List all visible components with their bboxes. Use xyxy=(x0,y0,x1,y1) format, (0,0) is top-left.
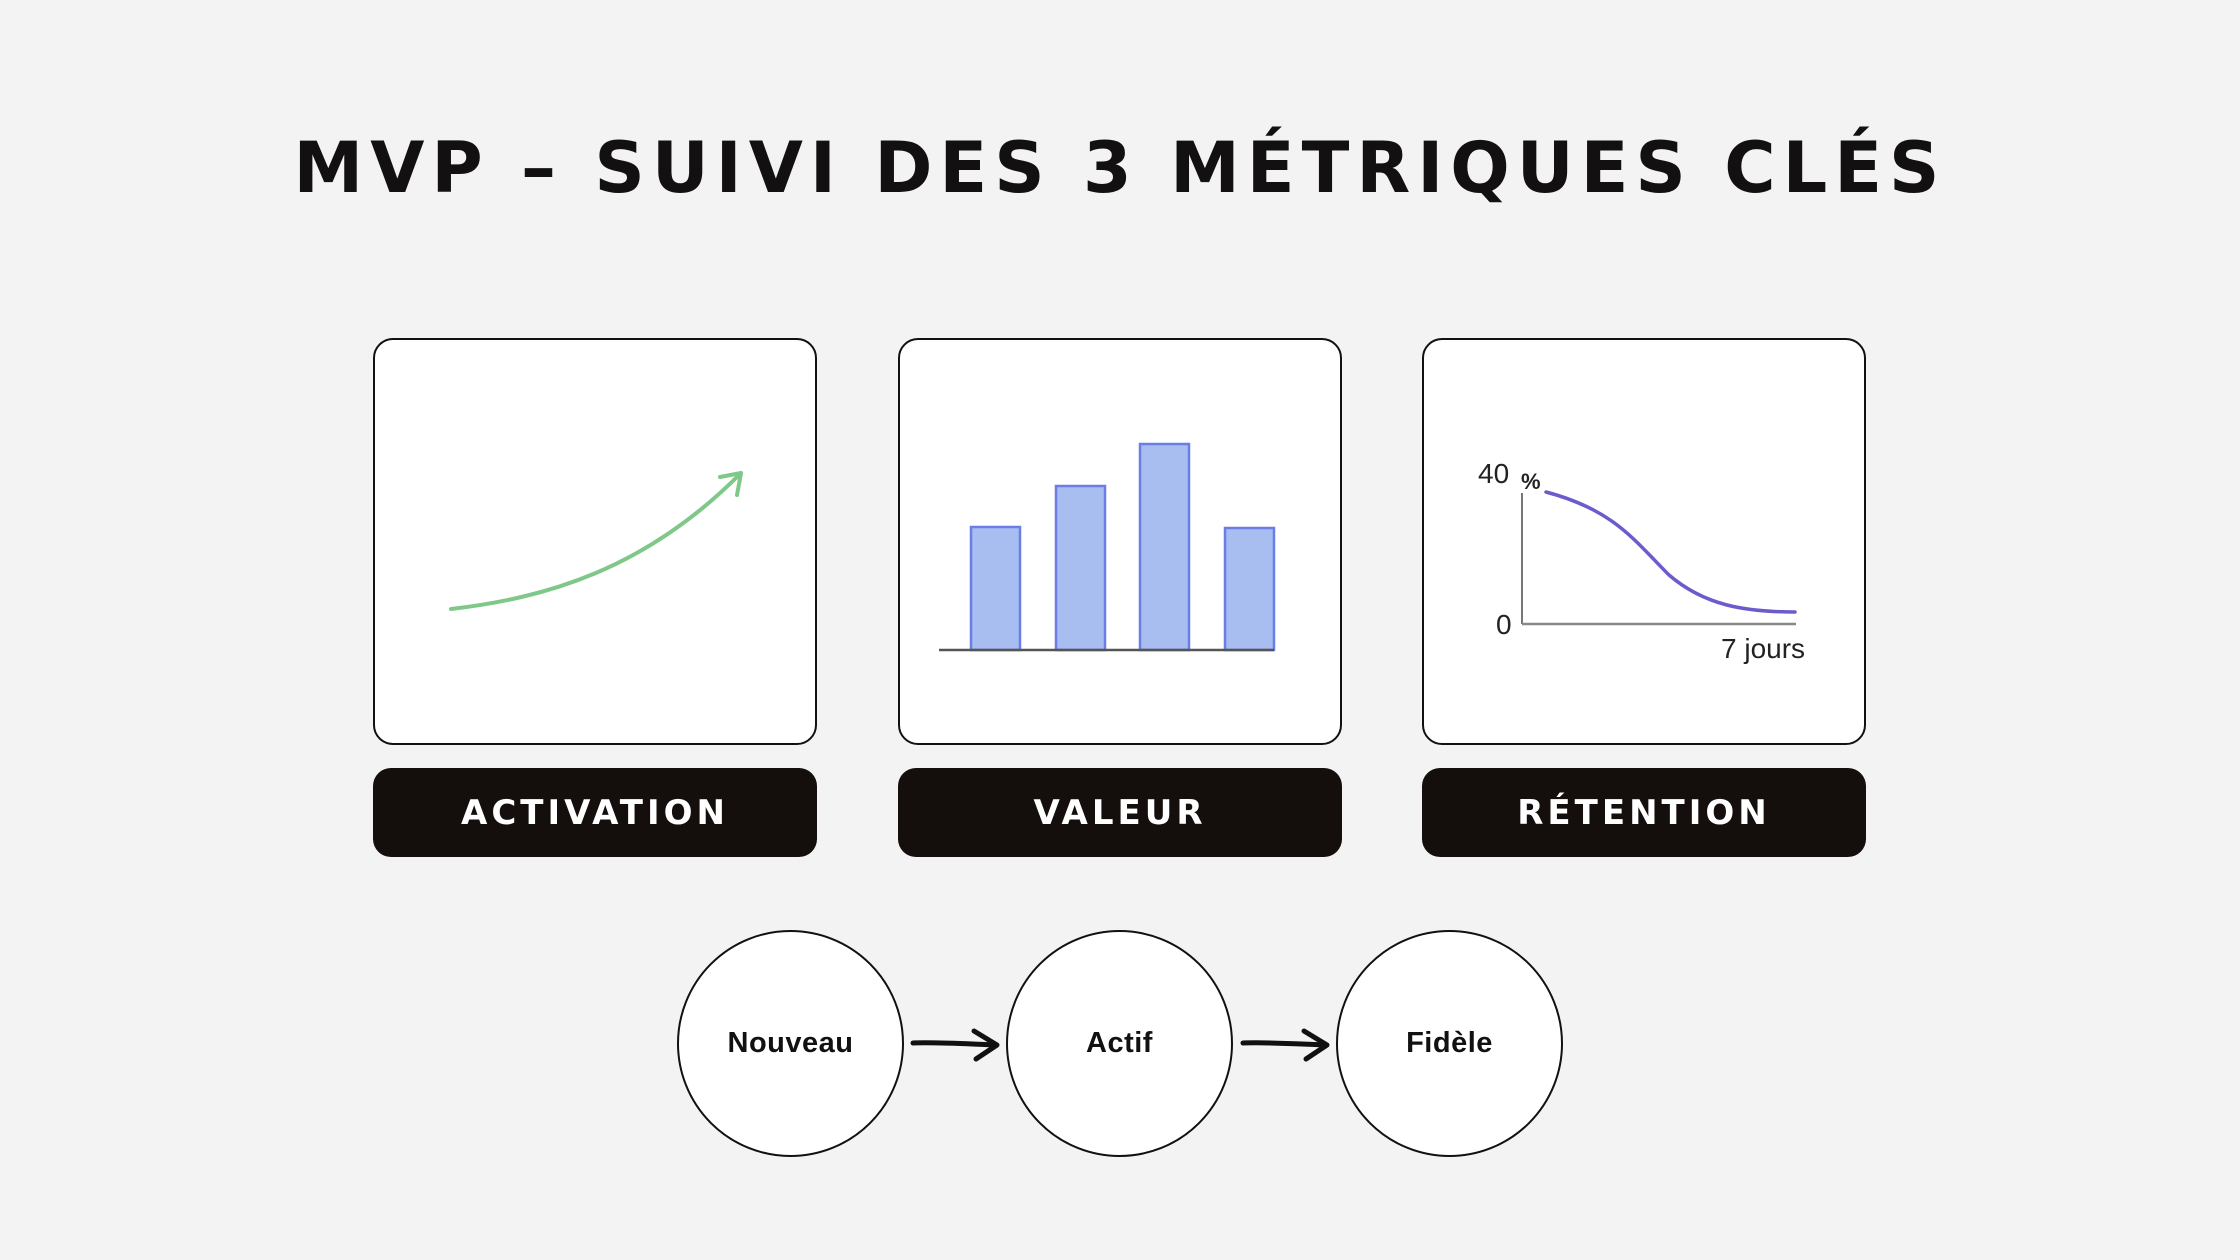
stage-new: Nouveau xyxy=(677,930,904,1157)
value-card xyxy=(898,338,1342,745)
activation-label: ACTIVATION xyxy=(373,768,817,857)
activation-card xyxy=(373,338,817,745)
value-label-text: VALEUR xyxy=(1033,792,1207,833)
bar-2 xyxy=(1054,484,1107,652)
retention-card: 40 % 0 7 jours xyxy=(1422,338,1866,745)
stage-active-label: Actif xyxy=(1086,1027,1153,1059)
retention-curve-icon: 40 % 0 7 jours xyxy=(1478,458,1805,664)
retention-label: RÉTENTION xyxy=(1422,768,1866,857)
bar-4 xyxy=(1223,526,1276,652)
bar-1 xyxy=(969,525,1022,652)
growth-arrow-icon xyxy=(449,471,743,611)
y-axis-unit: % xyxy=(1521,469,1541,494)
stage-loyal-label: Fidèle xyxy=(1406,1027,1493,1059)
page-title: MVP – SUIVI DES 3 MÉTRIQUES CLÉS xyxy=(293,127,1947,209)
y-axis-bottom-label: 0 xyxy=(1496,609,1512,640)
bar-3 xyxy=(1138,442,1191,652)
retention-label-text: RÉTENTION xyxy=(1517,792,1771,833)
activation-label-text: ACTIVATION xyxy=(461,792,729,833)
bar-chart-icon xyxy=(939,442,1276,652)
arrow-right-icon xyxy=(1240,1028,1330,1062)
arrow-right-icon xyxy=(910,1028,1000,1062)
stage-active: Actif xyxy=(1006,930,1233,1157)
x-axis-label: 7 jours xyxy=(1721,633,1805,664)
stage-new-label: Nouveau xyxy=(727,1027,854,1059)
value-label: VALEUR xyxy=(898,768,1342,857)
y-axis-top-label: 40 xyxy=(1478,458,1509,489)
stage-loyal: Fidèle xyxy=(1336,930,1563,1157)
